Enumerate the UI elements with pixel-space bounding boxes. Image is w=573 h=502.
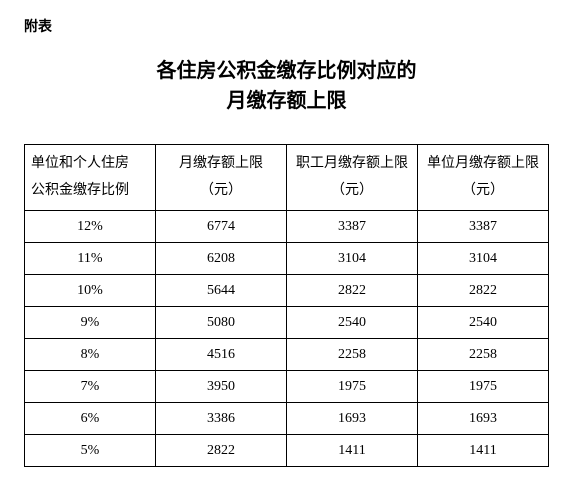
header-text: （元）	[331, 183, 373, 198]
cell-employer: 1975	[418, 371, 549, 403]
cell-employee: 2258	[287, 339, 418, 371]
cell-employee: 3387	[287, 211, 418, 243]
cell-employee: 2540	[287, 307, 418, 339]
cell-monthly: 3950	[156, 371, 287, 403]
table-header-employee-limit: 职工月缴存额上限 （元）	[287, 145, 418, 211]
table-body: 12% 6774 3387 3387 11% 6208 3104 3104 10…	[25, 211, 549, 467]
table-header-row: 单位和个人住房 公积金缴存比例 月缴存额上限 （元） 职工月缴存额上限 （元） …	[25, 145, 549, 211]
cell-monthly: 3386	[156, 403, 287, 435]
title-line-1: 各住房公积金缴存比例对应的	[157, 60, 417, 82]
contribution-table: 单位和个人住房 公积金缴存比例 月缴存额上限 （元） 职工月缴存额上限 （元） …	[24, 144, 549, 467]
table-row: 11% 6208 3104 3104	[25, 243, 549, 275]
cell-monthly: 2822	[156, 435, 287, 467]
header-text: 职工月缴存额上限	[296, 156, 408, 171]
header-text: 单位月缴存额上限	[427, 156, 539, 171]
cell-employee: 2822	[287, 275, 418, 307]
cell-ratio: 9%	[25, 307, 156, 339]
header-text: 月缴存额上限	[179, 156, 263, 171]
cell-employee: 1411	[287, 435, 418, 467]
cell-ratio: 10%	[25, 275, 156, 307]
cell-employer: 2822	[418, 275, 549, 307]
cell-monthly: 6208	[156, 243, 287, 275]
table-row: 5% 2822 1411 1411	[25, 435, 549, 467]
table-row: 9% 5080 2540 2540	[25, 307, 549, 339]
cell-employer: 2540	[418, 307, 549, 339]
page-title: 各住房公积金缴存比例对应的 月缴存额上限	[24, 56, 549, 116]
cell-ratio: 5%	[25, 435, 156, 467]
header-text: 单位和个人住房	[31, 156, 129, 171]
table-row: 8% 4516 2258 2258	[25, 339, 549, 371]
table-row: 10% 5644 2822 2822	[25, 275, 549, 307]
cell-ratio: 7%	[25, 371, 156, 403]
cell-employer: 2258	[418, 339, 549, 371]
header-text: （元）	[200, 183, 242, 198]
cell-employer: 1693	[418, 403, 549, 435]
table-header-ratio: 单位和个人住房 公积金缴存比例	[25, 145, 156, 211]
header-text: 公积金缴存比例	[31, 183, 129, 198]
cell-employer: 1411	[418, 435, 549, 467]
cell-employee: 1693	[287, 403, 418, 435]
table-header-employer-limit: 单位月缴存额上限 （元）	[418, 145, 549, 211]
cell-monthly: 5080	[156, 307, 287, 339]
cell-ratio: 12%	[25, 211, 156, 243]
cell-employee: 1975	[287, 371, 418, 403]
table-row: 12% 6774 3387 3387	[25, 211, 549, 243]
cell-employer: 3104	[418, 243, 549, 275]
title-line-2: 月缴存额上限	[227, 90, 347, 112]
header-text: （元）	[462, 183, 504, 198]
cell-monthly: 5644	[156, 275, 287, 307]
cell-monthly: 4516	[156, 339, 287, 371]
cell-ratio: 6%	[25, 403, 156, 435]
cell-employee: 3104	[287, 243, 418, 275]
cell-employer: 3387	[418, 211, 549, 243]
cell-ratio: 8%	[25, 339, 156, 371]
cell-monthly: 6774	[156, 211, 287, 243]
table-row: 7% 3950 1975 1975	[25, 371, 549, 403]
cell-ratio: 11%	[25, 243, 156, 275]
table-header-monthly-limit: 月缴存额上限 （元）	[156, 145, 287, 211]
attachment-label: 附表	[24, 16, 549, 36]
table-row: 6% 3386 1693 1693	[25, 403, 549, 435]
